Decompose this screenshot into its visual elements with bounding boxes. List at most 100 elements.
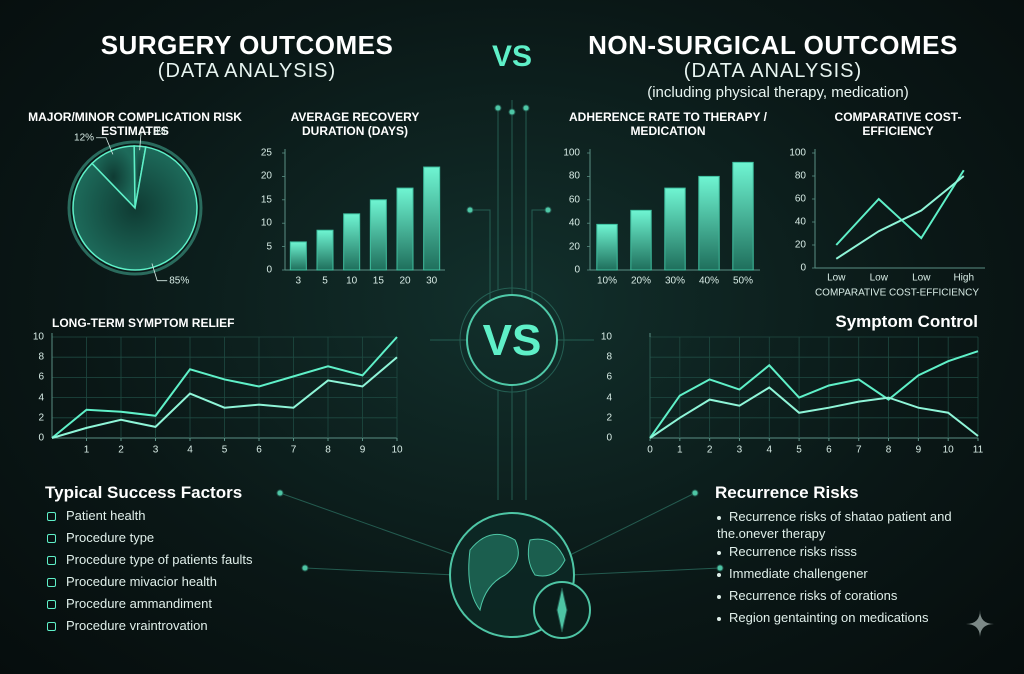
y-tick-label: 20 [794, 239, 806, 251]
y-tick-label: 10 [32, 331, 44, 343]
bar [423, 166, 441, 271]
vs-label: VS [491, 40, 533, 73]
line-series [649, 386, 979, 439]
bullet-icon [717, 594, 721, 599]
x-tick-label: Low [869, 272, 888, 284]
chart-title: COMPARATIVE COST-EFFICIENCY [834, 110, 962, 138]
leader-line [96, 137, 114, 155]
item-text: Procedure ammandiment [66, 596, 212, 611]
y-tick-label: 6 [38, 371, 44, 383]
y-tick-label: 20 [260, 170, 272, 182]
line-series [835, 175, 965, 260]
x-tick-label: 10 [942, 444, 954, 456]
list-item: Region gentainting on medications [717, 610, 928, 625]
x-tick-label: 4 [187, 444, 193, 456]
x-tick-label: 8 [325, 444, 331, 456]
list-title: Typical Success Factors [45, 483, 243, 502]
chart-title: MAJOR/MINOR COMPLICATION RISK ESTIMATES [28, 110, 242, 138]
list-item: Procedure vraintrovation [47, 618, 208, 633]
right-title: NON-SURGICAL OUTCOMES [588, 30, 958, 60]
list-item: Recurrence risks of shatao patient and t… [717, 508, 952, 542]
chart-title: ADHERENCE RATE TO THERAPY / MEDICATION [568, 110, 768, 138]
bar [664, 187, 686, 271]
x-tick-label: 7 [290, 444, 297, 456]
y-tick-label: 40 [568, 217, 580, 229]
y-tick-label: 40 [794, 216, 806, 228]
x-tick-label: 1 [83, 444, 90, 456]
pie-label: 12% [74, 132, 95, 144]
y-tick-label: 100 [563, 147, 580, 159]
right-note: (including physical therapy, medication) [647, 84, 909, 101]
bar [369, 199, 387, 271]
item-text: Immediate challengener [729, 566, 868, 581]
y-tick-label: 80 [794, 170, 806, 182]
item-text: Procedure type of patients faults [66, 552, 253, 567]
x-tick-label: 7 [855, 444, 862, 456]
bar [316, 229, 334, 271]
list-item: Procedure ammandiment [47, 596, 212, 611]
y-tick-label: 10 [600, 331, 612, 343]
decoration [276, 100, 994, 639]
right-subtitle: (DATA ANALYSIS) [683, 60, 863, 82]
list-item: Procedure type of patients faults [47, 552, 252, 567]
x-tick-label: 6 [826, 444, 832, 456]
bullet-icon [47, 578, 56, 588]
list-item: Patient health [47, 508, 146, 523]
x-tick-label: 3 [736, 444, 743, 456]
item-text: Recurrence risks of corations [729, 588, 898, 603]
item-text: Region gentainting on medications [729, 610, 929, 625]
y-tick-label: 0 [800, 262, 806, 274]
item-text: Procedure vraintrovation [66, 618, 208, 633]
y-tick-label: 2 [38, 412, 44, 424]
x-tick-label: 20% [630, 275, 652, 287]
chart-title: LONG-TERM SYMPTOM RELIEF [52, 316, 235, 330]
line-series [835, 169, 965, 246]
x-tick-label: 5 [322, 275, 328, 287]
x-tick-label: 9 [915, 444, 922, 456]
item-text: Recurrence risks of shatao patient and t… [717, 509, 952, 541]
chart-title: Symptom Control [835, 312, 978, 331]
x-tick-label: Low [912, 272, 931, 284]
bar [289, 241, 307, 271]
x-tick-label: 6 [256, 444, 262, 456]
x-tick-label: 0 [647, 444, 653, 456]
x-tick-label: 5 [221, 444, 228, 456]
y-tick-label: 4 [606, 392, 612, 404]
bullet-icon [717, 572, 721, 577]
y-tick-label: 60 [568, 194, 580, 206]
list-item: Procedure type [47, 530, 154, 545]
bullet-icon [47, 622, 56, 632]
line-series [51, 336, 398, 439]
leader-line [139, 131, 152, 151]
bar [396, 187, 414, 271]
line-series [649, 350, 979, 439]
bullet-icon [717, 550, 721, 555]
chart-title: AVERAGE RECOVERY DURATION (DAYS) [290, 110, 420, 138]
y-tick-label: 20 [568, 241, 580, 253]
item-text: Procedure type [66, 530, 155, 545]
item-text: Recurrence risks risss [729, 544, 857, 559]
bullet-icon [47, 534, 56, 544]
y-tick-label: 0 [574, 264, 580, 276]
x-tick-label: 30% [664, 275, 686, 287]
x-axis-label: COMPARATIVE COST-EFFICIENCY [814, 287, 980, 299]
x-tick-label: 15 [372, 275, 384, 287]
y-tick-label: 2 [606, 412, 612, 424]
x-tick-label: 3 [295, 275, 302, 287]
bar [630, 209, 652, 271]
bullet-icon [47, 600, 56, 610]
item-text: Patient health [66, 508, 146, 523]
left-subtitle: (DATA ANALYSIS) [157, 60, 337, 82]
y-tick-label: 0 [38, 432, 44, 444]
x-tick-label: High [953, 272, 975, 284]
bar [596, 223, 618, 271]
leader-line [151, 263, 168, 282]
list-item: Immediate challengener [717, 566, 868, 581]
y-tick-label: 15 [260, 194, 272, 206]
x-tick-label: 2 [118, 444, 124, 456]
y-tick-label: 25 [260, 147, 272, 159]
y-tick-label: 8 [606, 351, 612, 363]
list-item: Recurrence risks risss [717, 544, 857, 559]
x-tick-label: 10 [346, 275, 358, 287]
